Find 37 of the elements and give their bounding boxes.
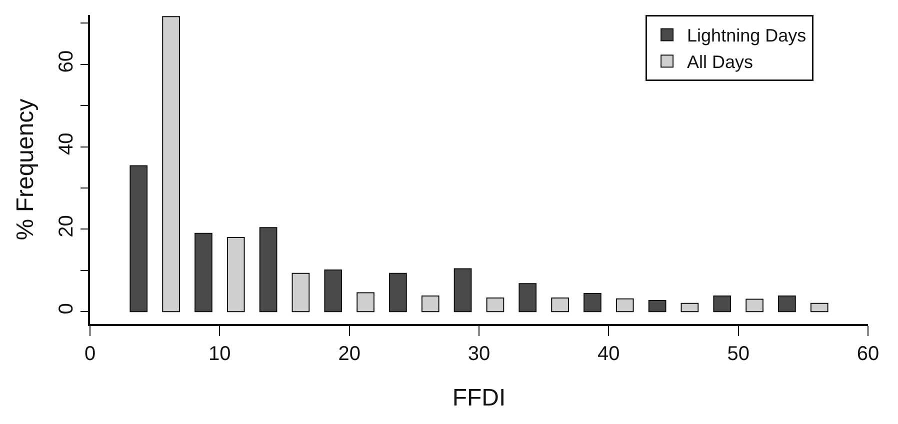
bar: [226, 236, 245, 312]
y-axis-title: % Frequency: [12, 98, 39, 240]
bar: [551, 298, 569, 312]
bar: [162, 16, 180, 312]
y-tick-label: 40: [55, 132, 78, 155]
x-tick-label: 50: [727, 342, 750, 365]
legend-label: All Days: [687, 52, 754, 72]
bar: [259, 227, 278, 312]
bar: [421, 295, 440, 312]
bar: [810, 302, 828, 312]
bar: [356, 292, 374, 312]
x-tick-label: 30: [468, 342, 490, 365]
bar: [518, 283, 537, 312]
bar: [778, 295, 796, 312]
y-tick-label: 60: [55, 50, 78, 73]
legend-label: Lightning Days: [687, 26, 806, 46]
bar: [584, 293, 602, 312]
x-tick-label: 60: [856, 342, 880, 365]
bar: [616, 298, 634, 312]
bar: [746, 298, 764, 312]
bar: [194, 232, 212, 312]
y-tick-label: 20: [55, 215, 78, 238]
bar: [130, 165, 148, 312]
x-axis-title: FFDI: [452, 384, 506, 412]
bar: [389, 272, 407, 312]
bar: [292, 272, 310, 312]
bar: [713, 295, 732, 312]
bar: [454, 268, 472, 312]
bar: [680, 302, 699, 312]
bar: [648, 300, 666, 312]
x-tick-label: 0: [84, 342, 96, 365]
y-tick-label: 0: [55, 303, 78, 314]
bar: [324, 270, 342, 312]
x-tick-label: 20: [338, 342, 360, 365]
x-tick-label: 40: [598, 342, 620, 365]
bar: [486, 298, 504, 312]
x-tick-label: 10: [208, 342, 231, 365]
